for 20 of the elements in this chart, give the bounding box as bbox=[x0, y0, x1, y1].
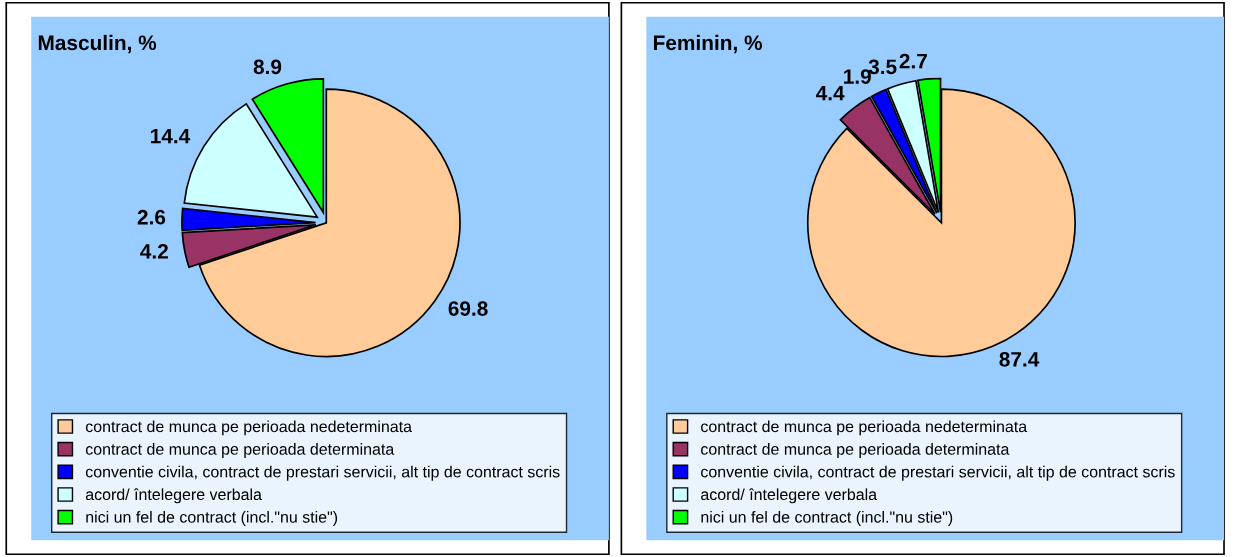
data-label: 8.9 bbox=[253, 59, 282, 75]
legend-label: acord/ întelegere verbala bbox=[85, 488, 262, 504]
chart-title: Masculin, % bbox=[38, 34, 157, 54]
legend-label: contract de munca pe perioada nedeterminata bbox=[701, 420, 1028, 436]
data-label: 87.4 bbox=[999, 351, 1040, 367]
data-label: 4.4 bbox=[815, 85, 845, 101]
legend-label: contract de munca pe perioada determinata bbox=[85, 443, 395, 458]
legend-label: contract de munca pe perioada determinata bbox=[701, 443, 1010, 458]
data-label: 69.8 bbox=[448, 301, 488, 316]
legend-label: conventie civila, contract de prestari servicii, alt tip de contract scris bbox=[85, 465, 560, 481]
legend-label: conventie civila, contract de prestari servicii, alt tip de contract scris bbox=[701, 465, 1175, 481]
legend-label: nici un fel de contract (incl."nu stie") bbox=[701, 511, 953, 526]
data-label: 2.6 bbox=[137, 209, 166, 225]
chart-title: Feminin, % bbox=[654, 34, 763, 54]
legend-label: contract de munca pe perioada nedeterminata bbox=[85, 420, 412, 436]
data-label: 4.2 bbox=[140, 243, 168, 259]
legend-label: nici un fel de contract (incl."nu stie") bbox=[86, 511, 338, 526]
data-label: 14.4 bbox=[151, 128, 191, 144]
data-label: 2.7 bbox=[899, 53, 927, 69]
legend-label: acord/ întelegere verbala bbox=[701, 488, 878, 504]
